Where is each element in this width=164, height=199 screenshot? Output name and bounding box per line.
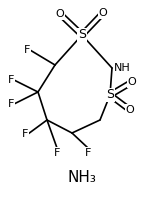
Text: F: F	[85, 148, 91, 158]
Text: F: F	[24, 45, 30, 55]
Text: NH₃: NH₃	[68, 171, 96, 185]
Text: S: S	[78, 28, 86, 42]
Text: O: O	[126, 105, 134, 115]
Text: O: O	[99, 8, 107, 18]
Text: F: F	[8, 99, 14, 109]
Text: O: O	[56, 9, 64, 19]
Text: NH: NH	[114, 63, 131, 73]
Text: F: F	[54, 148, 60, 158]
Text: S: S	[106, 89, 114, 101]
Text: O: O	[128, 77, 136, 87]
Text: F: F	[8, 75, 14, 85]
Text: F: F	[22, 129, 28, 139]
